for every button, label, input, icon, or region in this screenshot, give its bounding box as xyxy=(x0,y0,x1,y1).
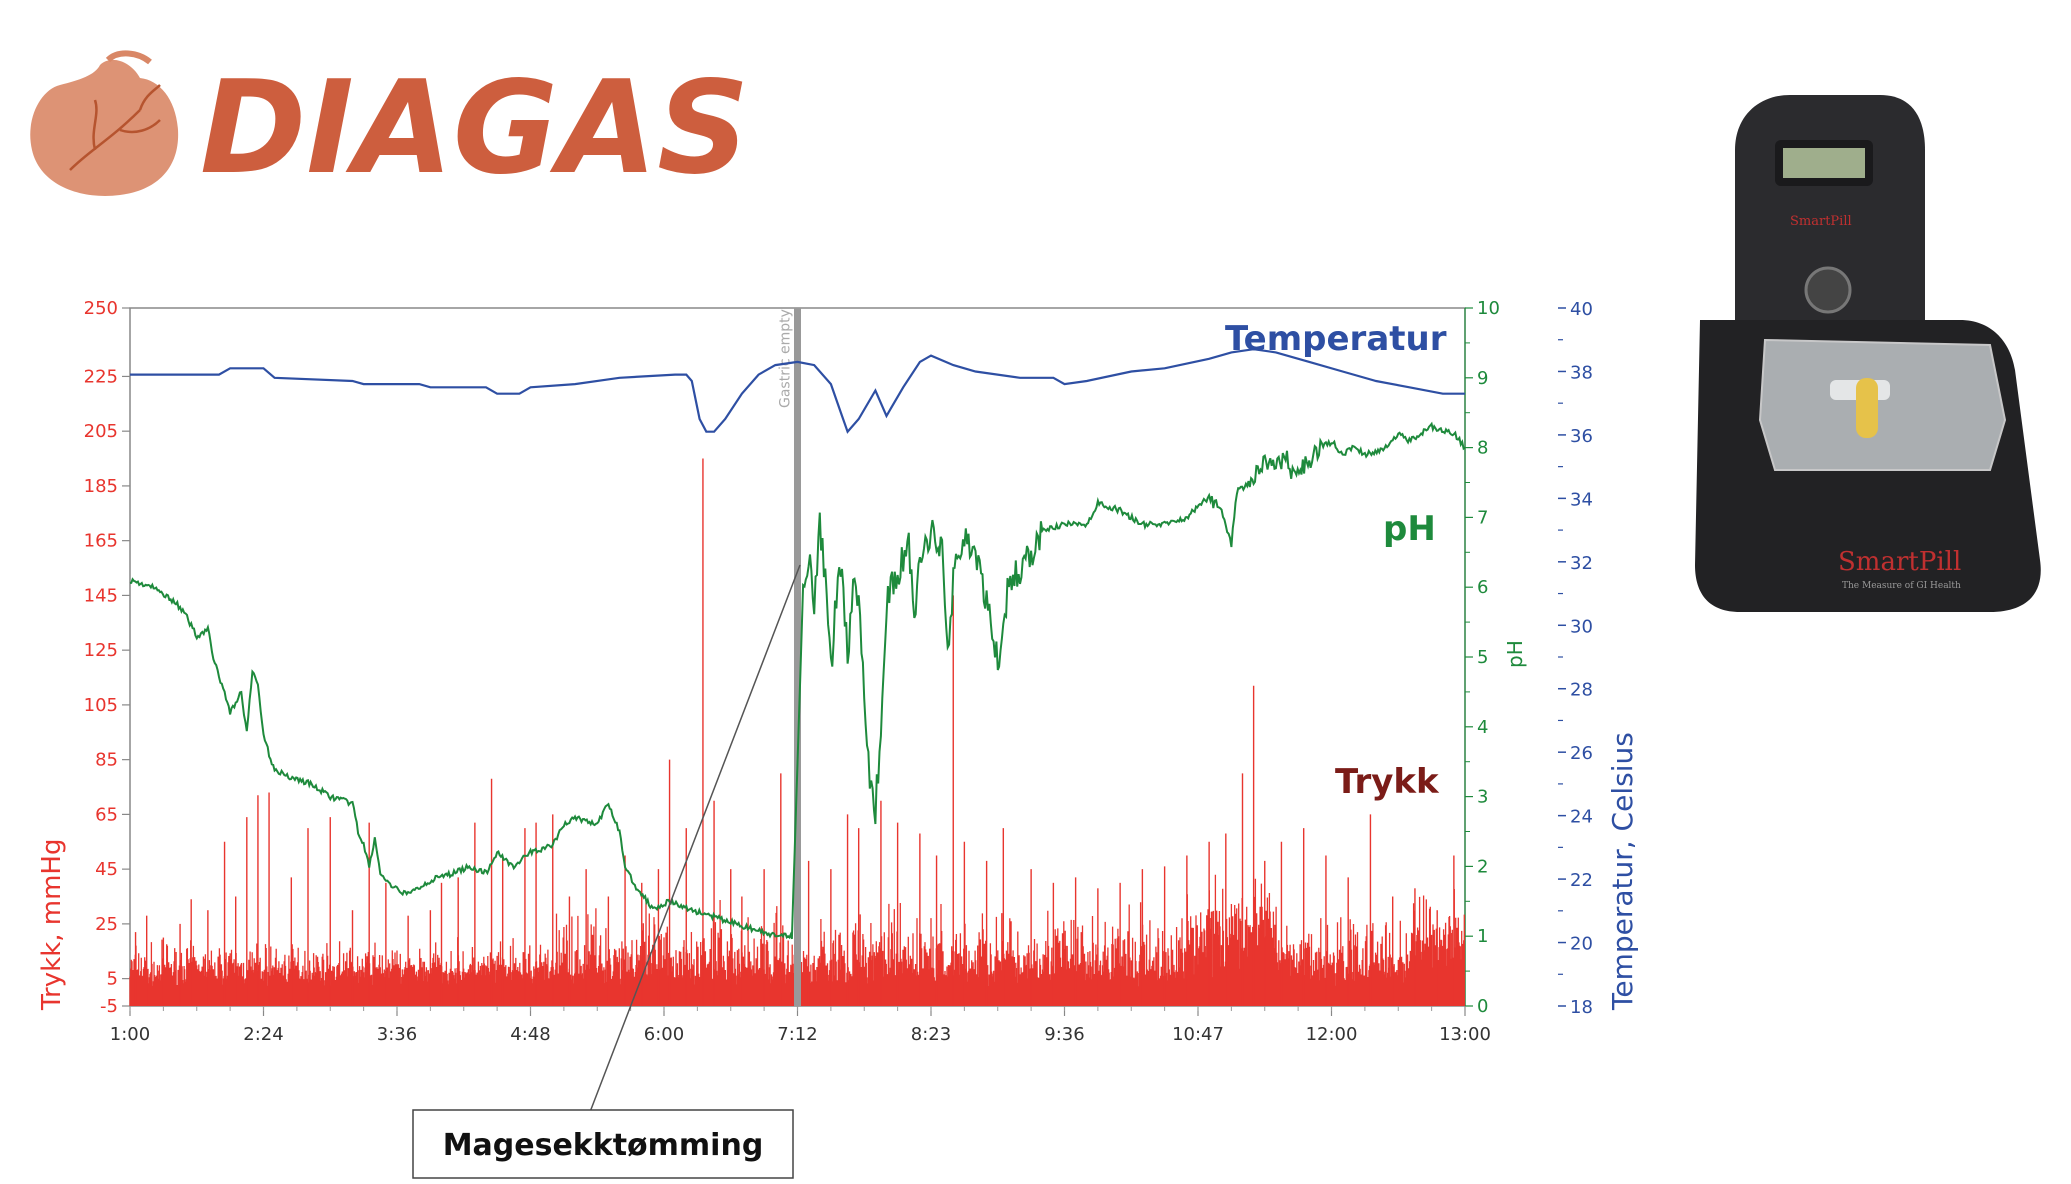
left-tick-label: 65 xyxy=(95,804,118,825)
temperature-axis-title: Temperatur, Celsius xyxy=(1606,732,1639,1011)
device-brand-large: SmartPill xyxy=(1838,547,1961,577)
left-tick-label: 45 xyxy=(95,859,118,880)
ph-tick-label: 9 xyxy=(1477,368,1488,389)
annotation-text: Magesekktømming xyxy=(443,1128,764,1163)
x-tick-label: 2:24 xyxy=(243,1024,283,1045)
ph-tick-label: 8 xyxy=(1477,438,1488,459)
left-axis-title: Trykk, mmHg xyxy=(37,839,67,1012)
temperature-line xyxy=(130,348,1465,434)
temp-tick-label: 26 xyxy=(1570,743,1593,764)
temp-tick-label: 34 xyxy=(1570,489,1593,510)
annotation-box xyxy=(412,1109,794,1179)
annotation-callout: Magesekktømming xyxy=(412,564,801,1179)
device-tagline: The Measure of GI Health xyxy=(1842,581,1961,591)
ph-tick-label: 2 xyxy=(1477,856,1488,877)
left-tick-label: 5 xyxy=(107,969,118,990)
left-tick-label: 105 xyxy=(84,695,118,716)
ph-tick-label: 4 xyxy=(1477,717,1488,738)
ph-line xyxy=(129,421,1466,940)
annotation-pointer xyxy=(589,564,801,1113)
temp-tick-label: 28 xyxy=(1570,680,1593,701)
marker-label: Gastric empty xyxy=(778,309,794,408)
ph-tick-label: 6 xyxy=(1477,577,1488,598)
temp-tick-label: 32 xyxy=(1570,553,1593,574)
ph-tick-label: 3 xyxy=(1477,787,1488,808)
ph-tick-label: 5 xyxy=(1477,647,1488,668)
x-tick-label: 12:00 xyxy=(1306,1024,1358,1045)
left-tick-label: -5 xyxy=(100,996,118,1017)
temp-tick-label: 36 xyxy=(1570,426,1593,447)
temp-tick-label: 40 xyxy=(1570,299,1593,320)
x-tick-label: 10:47 xyxy=(1172,1024,1224,1045)
left-tick-label: 125 xyxy=(84,640,118,661)
temperature-series-label: Temperatur xyxy=(1225,319,1447,359)
temp-tick-label: 24 xyxy=(1570,807,1593,828)
temp-tick-label: 30 xyxy=(1570,616,1593,637)
gastric-empty-marker: Gastric empty xyxy=(778,308,801,1006)
stomach-logo-icon xyxy=(30,50,179,196)
pressure-series-label: Trykk xyxy=(1335,762,1440,802)
temp-tick-label: 18 xyxy=(1570,997,1593,1018)
x-tick-label: 6:00 xyxy=(644,1024,684,1045)
ph-tick-label: 0 xyxy=(1477,996,1488,1017)
ph-series xyxy=(129,421,1466,940)
temp-tick-label: 22 xyxy=(1570,870,1593,891)
temperature-series xyxy=(130,348,1465,434)
pressure-noise xyxy=(129,874,1465,1006)
temp-tick-label: 38 xyxy=(1570,362,1593,383)
x-tick-label: 7:12 xyxy=(777,1024,817,1045)
left-tick-label: 205 xyxy=(84,421,118,442)
diagas-logo: DIAGAS xyxy=(30,50,749,203)
pressure-series xyxy=(129,458,1465,1006)
temp-tick-label: 20 xyxy=(1570,934,1593,955)
left-tick-label: 185 xyxy=(84,476,118,497)
ph-series-label: pH xyxy=(1383,509,1436,549)
left-tick-label: 25 xyxy=(95,914,118,935)
left-tick-label: 225 xyxy=(84,366,118,387)
x-tick-label: 1:00 xyxy=(110,1024,150,1045)
temperature-axis: 40 38 36 34 32 30 28 26 24 22 20 18 xyxy=(1558,299,1593,1018)
x-tick-label: 13:00 xyxy=(1439,1024,1491,1045)
ph-tick-label: 7 xyxy=(1477,507,1488,528)
left-tick-label: 145 xyxy=(84,585,118,606)
left-tick-label: 165 xyxy=(84,531,118,552)
x-tick-label: 8:23 xyxy=(911,1024,951,1045)
x-tick-label: 4:48 xyxy=(510,1024,550,1045)
smartpill-device-image: SmartPill SmartPill The Measure of GI He… xyxy=(1695,95,2041,612)
ph-axis-title: pH xyxy=(1503,640,1527,668)
ph-tick-label: 1 xyxy=(1477,926,1488,947)
x-tick-label: 9:36 xyxy=(1044,1024,1084,1045)
x-tick-label: 3:36 xyxy=(377,1024,417,1045)
x-axis: 1:00 2:24 3:36 4:48 6:00 7:12 8:23 9:36 10:47 12:… xyxy=(110,1006,1491,1045)
device-brand-small: SmartPill xyxy=(1790,214,1852,229)
left-axis: 250 225 205 185 165 145 125 105 85 65 45 25 5 -5 xyxy=(84,298,130,1017)
left-tick-label: 85 xyxy=(95,750,118,771)
left-tick-label: 250 xyxy=(84,298,118,319)
logo-text: DIAGAS xyxy=(200,54,749,203)
ph-tick-label: 10 xyxy=(1477,298,1500,319)
